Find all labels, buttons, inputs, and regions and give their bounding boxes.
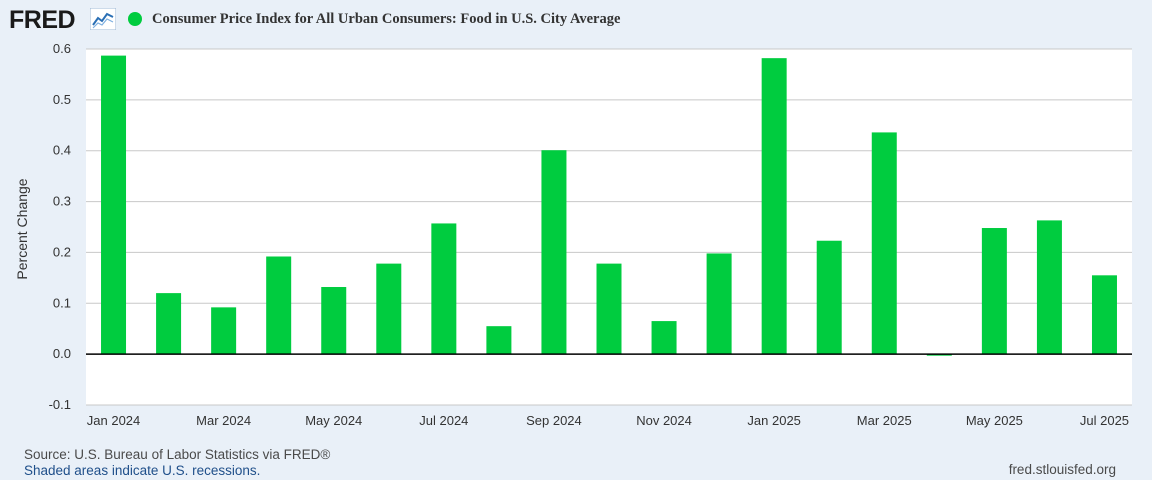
chart-header: FRED Consumer Price Index for All Urban … [0, 0, 1152, 40]
y-tick-label: 0.0 [53, 346, 71, 361]
x-tick-label: Jan 2024 [87, 413, 141, 428]
bar [926, 354, 952, 356]
bar [816, 240, 842, 355]
x-tick-label: Mar 2025 [857, 413, 912, 428]
legend-series-label: Consumer Price Index for All Urban Consu… [152, 11, 621, 27]
bar [706, 253, 732, 355]
bar [376, 263, 402, 355]
bar [101, 55, 127, 355]
x-tick-label: Jul 2025 [1080, 413, 1129, 428]
y-tick-label: 0.1 [53, 295, 71, 310]
bar [211, 307, 237, 355]
bar [321, 287, 347, 355]
recessions-link[interactable]: Shaded areas indicate U.S. recessions. [24, 463, 261, 478]
x-tick-label: Jan 2025 [747, 413, 801, 428]
y-tick-label: 0.6 [53, 41, 71, 56]
bar [761, 58, 787, 355]
y-axis-label: Percent Change [14, 178, 30, 279]
bar [156, 293, 182, 355]
bar [871, 132, 897, 355]
x-tick-label: May 2025 [966, 413, 1023, 428]
bar [486, 326, 512, 355]
site-url[interactable]: fred.stlouisfed.org [1008, 462, 1116, 477]
bar [1091, 275, 1117, 355]
bar [651, 321, 677, 355]
x-tick-label: Mar 2024 [196, 413, 251, 428]
y-tick-label: 0.3 [53, 194, 71, 209]
bar [596, 263, 622, 355]
line-chart-icon [90, 8, 116, 30]
bar [266, 256, 292, 355]
bar [1036, 220, 1062, 355]
x-tick-label: May 2024 [305, 413, 362, 428]
bar [981, 228, 1007, 355]
source-note: Source: U.S. Bureau of Labor Statistics … [24, 447, 331, 462]
fred-logo[interactable]: FRED [9, 6, 76, 34]
y-tick-label: 0.5 [53, 92, 71, 107]
bar [431, 223, 457, 355]
x-tick-label: Nov 2024 [636, 413, 692, 428]
bar-chart: -0.1 0.0 0.1 0.2 0.3 0.4 0.5 0.6 Jan 2024 Mar 202… [14, 41, 1132, 428]
y-tick-label: 0.2 [53, 244, 71, 259]
x-tick-label: Sep 2024 [526, 413, 582, 428]
legend-marker [128, 12, 142, 26]
footer-notes: Source: U.S. Bureau of Labor Statistics … [24, 447, 330, 479]
x-tick-label: Jul 2024 [419, 413, 468, 428]
bar [541, 150, 567, 355]
y-tick-label: -0.1 [49, 397, 71, 412]
y-tick-label: 0.4 [53, 143, 71, 158]
